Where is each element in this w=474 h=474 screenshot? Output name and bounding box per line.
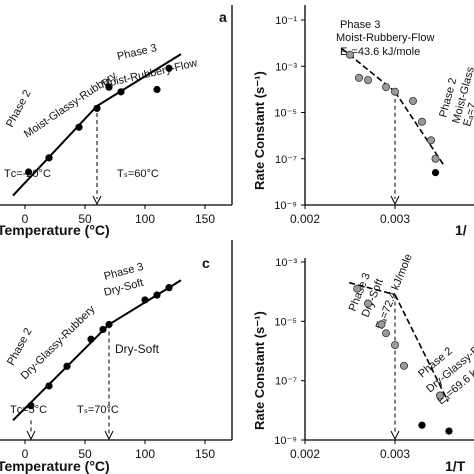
data-point-gray [345,50,354,59]
panel-b-phase3-title: Phase 3 [340,19,380,31]
panel-c-x-ticks: 0 50 100 150 [22,440,215,461]
panel-d-plot-area [348,281,453,441]
data-point [105,83,113,91]
phase3-fit-line [348,281,396,296]
panel-a-x-ticks: 0 50 100 150 [22,205,215,226]
panel-a-ts-label: Tₛ=60°C [117,168,159,180]
data-point-gray [399,361,408,370]
x-tick-label: 0.002 [290,447,320,461]
panel-c-label: c [202,255,210,271]
y-tick-label: 10⁻⁹ [274,200,297,212]
data-point [141,296,149,304]
data-point [153,291,161,299]
y-tick-label: 10⁻⁹ [274,435,297,447]
data-point [63,362,71,370]
data-point [165,284,173,292]
phase2-fit-line [394,294,449,402]
panel-b-y-ticks: 10⁻¹ 10⁻³ 10⁻⁵ 10⁻⁷ 10⁻⁹ [274,15,305,212]
x-tick-label: 150 [195,212,215,226]
data-point [27,402,35,410]
data-point [45,154,53,162]
panel-d-xlabel-partial: 1/T [445,458,466,474]
x-tick-label: 0 [22,447,29,461]
y-tick-label: 10⁻⁵ [274,108,297,120]
panel-c-ts-label: Tₛ=70°C [77,404,119,416]
data-point [93,104,101,112]
data-point-gray [417,117,426,126]
y-tick-label: 10⁻⁷ [275,154,297,166]
data-point-gray [390,341,399,350]
data-point-gray [435,391,444,400]
x-tick-label: 50 [78,212,92,226]
y-tick-label: 10⁻¹ [275,15,297,27]
x-tick-label: 0 [22,212,29,226]
panel-b-phase3-desc: Moist-Rubbery-Flow [336,32,434,44]
panel-b-xlabel-partial: 1/ [455,222,467,238]
ts-arrow [390,430,400,441]
data-point [45,382,53,390]
data-point [99,325,107,334]
x-tick-label: 100 [135,447,155,461]
panel-d-ylabel: Rate Constant (s⁻¹) [252,311,267,430]
panel-a: 0 50 100 150 a Temperature (°C) Moist-Glass… [0,5,233,238]
data-point-black [431,169,440,177]
data-point [75,123,83,131]
panel-c-xlabel: Temperature (°C) [0,458,110,474]
panel-c-phase2-desc: Dry-Glassy-Rubbery [19,303,98,382]
panel-c-region-label: Dry-Soft [115,342,160,356]
data-point-gray [377,320,386,329]
x-tick-label: 0.002 [290,212,320,226]
data-point [117,88,125,96]
data-point [153,85,161,94]
data-point [105,320,113,329]
data-point [165,64,173,72]
data-point-black [445,427,453,435]
data-point-black [418,421,426,429]
data-point-gray [363,299,372,308]
panel-a-plot-area [12,53,182,206]
data-point-gray [381,83,390,92]
data-point [87,335,95,343]
data-point-gray [390,87,399,96]
panel-b-plot-area [341,48,445,206]
panel-a-xlabel: Temperature (°C) [0,222,110,238]
y-tick-label: 10⁻⁵ [274,316,297,328]
panel-b-ylabel: Rate Constant (s⁻¹) [252,71,267,190]
y-tick-label: 10⁻³ [275,257,297,269]
panel-b-phase3-ea: Eₐ=43.6 kJ/mole [340,46,420,58]
panel-c: 0 50 100 150 c Temperature (°C) Phase 2 Dry… [0,240,233,474]
data-point-gray [354,73,363,82]
panel-d-y-ticks: 10⁻³ 10⁻⁵ 10⁻⁷ 10⁻⁹ [274,257,305,447]
panel-c-plot-area [12,279,182,441]
data-point-gray [408,96,417,105]
x-tick-label: 100 [135,212,155,226]
panel-a-phase3-title: Phase 3 [116,42,158,63]
x-tick-label: 0.003 [380,447,410,461]
data-point-gray [353,284,362,293]
data-point [25,168,33,176]
x-tick-label: 0.003 [380,212,410,226]
x-tick-label: 150 [195,447,215,461]
ts-arrow [104,430,114,441]
y-tick-label: 10⁻⁷ [275,376,297,388]
panel-a-label: a [219,9,227,25]
y-tick-label: 10⁻³ [275,61,297,73]
data-point-gray [381,329,390,338]
data-point-gray [363,76,372,85]
phase2-fit-line [394,91,445,166]
ts-arrow [390,195,400,206]
x-tick-label: 50 [78,447,92,461]
tc-arrow [26,430,36,441]
panel-a-phase2-title-rot: Phase 2 [4,88,34,129]
data-point-gray [431,154,440,163]
ts-arrow [92,195,102,206]
data-point-gray [426,136,435,145]
